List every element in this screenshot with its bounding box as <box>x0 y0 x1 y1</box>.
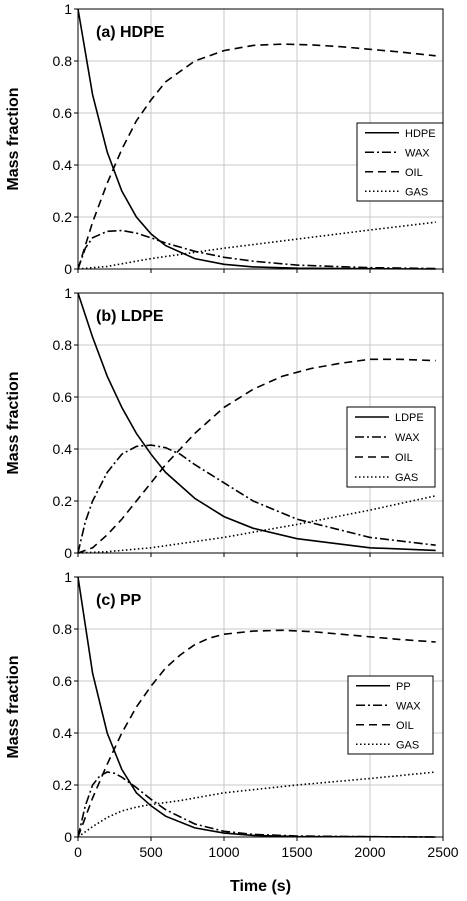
legend-label: HDPE <box>405 128 436 140</box>
y-axis-label: Mass fraction <box>5 371 22 474</box>
legend-label: OIL <box>405 167 423 179</box>
y-tick-label: 0.6 <box>53 389 73 405</box>
legend-label: GAS <box>395 472 418 484</box>
series-line-wax <box>77 444 436 554</box>
y-tick-label: 0.2 <box>53 493 73 509</box>
legend-label: GAS <box>405 186 428 198</box>
y-tick-label: 0.6 <box>53 105 73 121</box>
panel-hdpe: 0 0.2 0.4 0.6 0.8 1 Mass fraction (a) HDPE HDPE W… <box>5 1 444 277</box>
x-tick-label: 2000 <box>354 844 385 860</box>
x-tick-label: 1000 <box>208 844 239 860</box>
panel-ldpe: 0 0.2 0.4 0.6 0.8 1 Mass fraction (b) LDPE LDPE W… <box>5 285 444 561</box>
y-tick-label: 1 <box>64 1 72 17</box>
x-tick-label: 500 <box>139 844 163 860</box>
y-tick-label: 0.6 <box>53 673 73 689</box>
y-tick-label: 1 <box>64 285 72 301</box>
y-tick-label: 0.4 <box>53 157 73 173</box>
series-line-oil <box>77 629 436 838</box>
legend-box <box>346 406 436 488</box>
panel-pp: 0 0.2 0.4 0.6 0.8 1 0 500 1000 1500 2000 2500 Mass f… <box>5 569 459 895</box>
legend-label: PP <box>396 681 411 693</box>
y-tick-label: 0.8 <box>53 621 73 637</box>
y-axis-label: Mass fraction <box>5 655 22 758</box>
series-line-ldpe <box>77 292 436 552</box>
legend-box <box>356 122 444 202</box>
y-tick-label: 0 <box>64 829 72 845</box>
legend-label: LDPE <box>395 412 424 424</box>
x-tick-label: 2500 <box>427 844 458 860</box>
panel-title: (a) HDPE <box>96 24 165 41</box>
y-tick-label: 0.8 <box>53 53 73 69</box>
y-tick-label: 0 <box>64 545 72 561</box>
y-tick-label: 0.2 <box>53 777 73 793</box>
y-tick-label: 1 <box>64 569 72 585</box>
series-line-wax <box>77 229 436 270</box>
y-tick-label: 0.4 <box>53 725 73 741</box>
y-tick-label: 0.2 <box>53 209 73 225</box>
series-line-wax <box>77 771 436 838</box>
series-line-hdpe <box>77 8 436 270</box>
series-line-oil <box>77 358 436 554</box>
x-tick-label: 1500 <box>281 844 312 860</box>
legend-label: OIL <box>396 720 414 732</box>
series-line-gas <box>77 771 436 838</box>
x-tick-label: 0 <box>74 844 82 860</box>
plot-frame <box>77 576 444 838</box>
y-tick-label: 0.4 <box>53 441 73 457</box>
panel-title: (b) LDPE <box>96 308 164 325</box>
legend-label: WAX <box>405 147 430 159</box>
y-tick-label: 0.8 <box>53 337 73 353</box>
y-tick-label: 0 <box>64 261 72 277</box>
panel-title: (c) PP <box>96 592 142 609</box>
legend-box <box>347 675 434 755</box>
legend-label: WAX <box>395 432 420 444</box>
x-axis-label: Time (s) <box>230 878 291 895</box>
series-line-gas <box>77 221 436 270</box>
legend-label: OIL <box>395 452 413 464</box>
y-axis-label: Mass fraction <box>5 87 22 190</box>
series-line-gas <box>77 495 436 554</box>
legend-label: WAX <box>396 700 421 712</box>
plot-frame <box>77 292 444 554</box>
legend-label: GAS <box>396 739 419 751</box>
